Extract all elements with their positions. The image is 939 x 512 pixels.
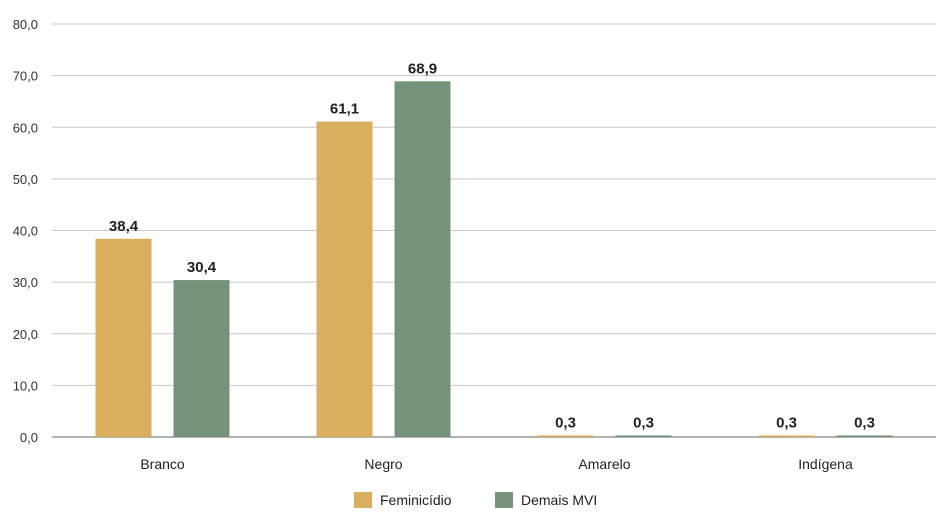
bar [615,435,672,437]
y-tick-label: 80,0 [13,17,38,32]
x-category-label: Branco [140,456,185,472]
data-label: 0,3 [555,414,576,431]
bar [95,238,152,437]
y-tick-label: 30,0 [13,275,38,290]
bars [95,81,893,438]
data-label: 38,4 [109,218,139,235]
bar [758,435,815,437]
bar [836,435,893,437]
y-tick-label: 50,0 [13,172,38,187]
data-label: 68,9 [408,60,437,77]
data-label: 0,3 [854,414,875,431]
y-tick-label: 0,0 [20,430,38,445]
legend-swatch [354,492,372,508]
legend-label: Feminicídio [380,492,452,508]
x-axis-categories: Branco Negro Amarelo Indígena [140,456,853,472]
bar [394,81,451,438]
data-label: 61,1 [330,101,359,118]
y-tick-label: 70,0 [13,69,38,84]
data-label: 0,3 [633,414,654,431]
data-label: 30,4 [187,259,217,276]
y-tick-label: 60,0 [13,120,38,135]
y-axis-ticks: 0,0 10,0 20,0 30,0 40,0 50,0 60,0 70,0 80,0 [13,17,38,445]
y-tick-label: 40,0 [13,224,38,239]
legend-swatch [495,492,513,508]
legend: Feminicídio Demais MVI [354,492,597,508]
x-category-label: Amarelo [578,456,630,472]
bar [316,121,373,437]
y-tick-label: 20,0 [13,327,38,342]
x-category-label: Indígena [798,456,853,472]
legend-label: Demais MVI [521,492,597,508]
bar [537,435,594,437]
data-labels: 38,4 30,4 61,1 68,9 0,3 0,3 0,3 0,3 [109,60,875,431]
x-category-label: Negro [364,456,402,472]
y-tick-label: 10,0 [13,378,38,393]
data-label: 0,3 [776,414,797,431]
bar [173,280,230,437]
